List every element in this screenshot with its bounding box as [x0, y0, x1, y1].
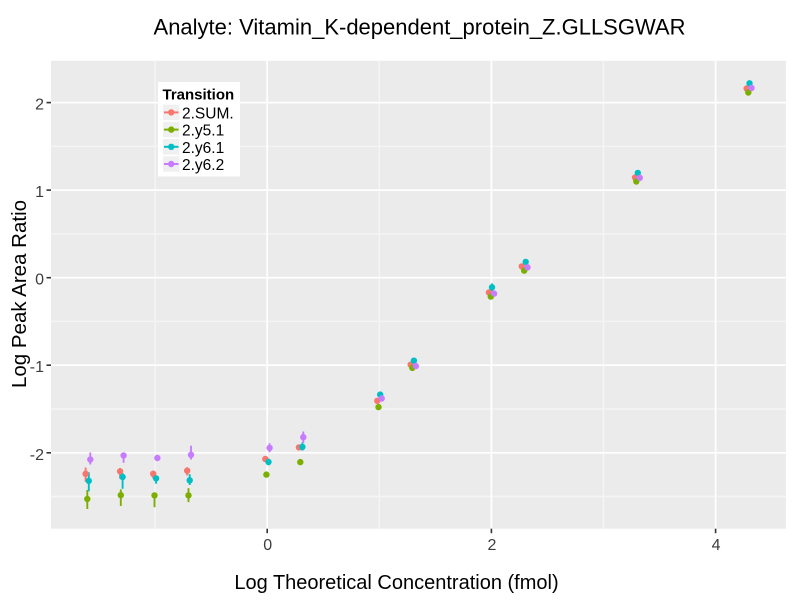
svg-text:Transition: Transition [163, 86, 235, 103]
svg-text:2: 2 [35, 97, 44, 114]
svg-text:2.y6.2: 2.y6.2 [182, 157, 224, 174]
svg-text:2: 2 [487, 537, 496, 554]
svg-text:2.SUM.: 2.SUM. [182, 105, 234, 122]
svg-text:4: 4 [712, 537, 721, 554]
svg-text:Log Peak Area Ratio: Log Peak Area Ratio [8, 200, 31, 388]
svg-text:2.y6.1: 2.y6.1 [182, 140, 224, 157]
svg-text:Analyte: Vitamin_K-dependent_p: Analyte: Vitamin_K-dependent_protein_Z.G… [154, 15, 686, 40]
svg-text:Log Theoretical Concentration: Log Theoretical Concentration (fmol) [234, 572, 558, 594]
svg-text:1: 1 [35, 184, 44, 201]
svg-text:-1: -1 [30, 359, 44, 376]
svg-text:0: 0 [263, 537, 272, 554]
svg-text:0: 0 [35, 272, 44, 289]
svg-text:-2: -2 [30, 447, 44, 464]
svg-text:2.y5.1: 2.y5.1 [182, 123, 224, 140]
